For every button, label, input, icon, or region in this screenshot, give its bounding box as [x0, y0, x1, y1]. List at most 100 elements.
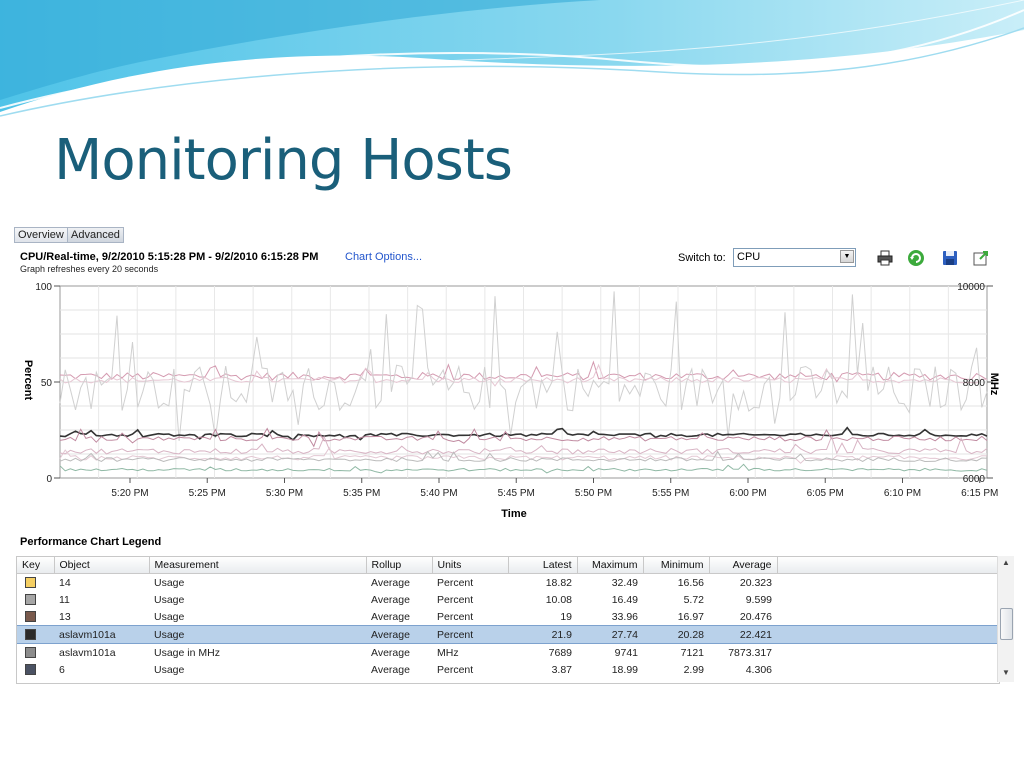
legend-cell-maximum: 27.74: [577, 625, 643, 644]
export-icon[interactable]: [972, 249, 990, 267]
column-header[interactable]: Key: [17, 557, 55, 574]
legend-cell-measurement: Usage: [149, 625, 366, 644]
save-icon[interactable]: [941, 249, 959, 267]
legend-cell-latest: 3.87: [551, 663, 572, 676]
printer-icon[interactable]: [876, 249, 894, 267]
y-tick-label-left: 100: [35, 282, 52, 293]
legend-row[interactable]: 11 Usage Average Percent 10.08 16.49 5.72 9.599: [17, 591, 999, 608]
legend-cell-measurement: Usage: [154, 593, 185, 606]
legend-key-cell: [17, 608, 54, 626]
legend-cell-measurement: Usage: [154, 663, 185, 676]
color-swatch: [25, 594, 36, 606]
tab-overview[interactable]: Overview: [14, 227, 68, 243]
color-swatch: [25, 664, 36, 676]
legend-cell-filler: [777, 608, 999, 626]
legend-row[interactable]: 13 Usage Average Percent 19 33.96 16.97 20.476: [17, 608, 999, 626]
x-tick-label: 5:20 PM: [111, 488, 148, 499]
color-swatch: [25, 647, 36, 659]
legend-cell-minimum: 5.72: [683, 593, 704, 606]
legend-cell-units: Percent: [437, 576, 474, 589]
legend-cell-average: 7873.317: [728, 646, 772, 659]
legend-row[interactable]: 14 Usage Average Percent 18.82 32.49 16.56 20.3…: [17, 574, 999, 592]
scroll-down-icon[interactable]: ▼: [1002, 668, 1010, 677]
column-header[interactable]: Minimum: [643, 557, 710, 574]
x-tick-label: 6:15 PM: [961, 488, 998, 499]
column-header[interactable]: Average: [709, 557, 778, 574]
legend-key-cell: [17, 644, 54, 662]
legend-cell-filler: [777, 574, 999, 592]
x-tick-label: 6:10 PM: [884, 488, 921, 499]
legend-cell-rollup: Average: [371, 576, 410, 589]
switch-to-value: CPU: [737, 251, 761, 263]
performance-line-chart: Percent MHz Time 100 50 0 10000 8000 6000 5:20…: [22, 282, 1000, 520]
legend-cell-average: 20.476: [739, 610, 772, 623]
legend-cell-minimum: 20.28: [643, 625, 709, 644]
series-line: [59, 463, 988, 474]
y-tick-label-right: 6000: [963, 474, 986, 485]
tab-advanced[interactable]: Advanced: [67, 227, 124, 243]
x-tick-label: 5:55 PM: [652, 488, 689, 499]
legend-cell-rollup: Average: [366, 625, 432, 644]
legend-scrollbar[interactable]: ▲ ▼: [997, 556, 1014, 682]
legend-cell-minimum: 7121: [680, 646, 704, 659]
legend-row[interactable]: aslavm101a Usage Average Percent 21.9 27.74 20…: [17, 625, 999, 644]
legend-cell-units: Percent: [437, 593, 474, 606]
legend-cell-object: 14: [59, 576, 71, 589]
legend-cell-latest: 19: [560, 610, 572, 623]
legend-cell-latest: 18.82: [545, 576, 572, 589]
legend-cell-measurement: Usage: [154, 610, 185, 623]
legend-cell-maximum: 18.99: [611, 663, 638, 676]
color-swatch: [25, 629, 36, 641]
legend-cell-rollup: Average: [371, 593, 410, 606]
column-header[interactable]: Object: [54, 557, 150, 574]
legend-title: Performance Chart Legend: [20, 536, 162, 548]
column-header[interactable]: Latest: [508, 557, 578, 574]
x-tick-label: 5:30 PM: [266, 488, 303, 499]
legend-cell-latest: 10.08: [545, 593, 572, 606]
legend-key-cell: [17, 625, 54, 644]
legend-cell-maximum: 33.96: [611, 610, 638, 623]
series-line: [59, 360, 988, 383]
refresh-icon[interactable]: [907, 249, 925, 267]
x-tick-label: 5:45 PM: [498, 488, 535, 499]
legend-key-cell: [17, 661, 54, 678]
x-tick-label: 6:00 PM: [729, 488, 766, 499]
legend-cell-latest: 21.9: [508, 625, 577, 644]
chevron-down-icon[interactable]: ▼: [840, 250, 854, 263]
series-line: [59, 450, 988, 463]
x-tick-label: 6:05 PM: [807, 488, 844, 499]
series-line: [59, 426, 988, 441]
column-header[interactable]: Measurement: [149, 557, 367, 574]
scroll-thumb[interactable]: [1000, 608, 1013, 640]
x-tick-label: 5:35 PM: [343, 488, 380, 499]
legend-row[interactable]: 6 Usage Average Percent 3.87 18.99 2.99 4.306: [17, 661, 999, 678]
legend-cell-maximum: 9741: [614, 646, 638, 659]
legend-cell-units: Percent: [437, 663, 474, 676]
column-header[interactable]: Units: [432, 557, 509, 574]
legend-cell-rollup: Average: [371, 663, 410, 676]
y-tick-label-right: 8000: [963, 378, 986, 389]
legend-cell-object: 6: [59, 663, 65, 676]
legend-cell-measurement: Usage in MHz: [154, 646, 220, 659]
legend-cell-units: Percent: [432, 625, 508, 644]
legend-table: Key Object Measurement Rollup Units Late…: [16, 556, 1000, 684]
column-header[interactable]: Maximum: [577, 557, 644, 574]
switch-to-select[interactable]: CPU ▼: [733, 248, 856, 267]
slide-title: Monitoring Hosts: [54, 128, 513, 193]
scroll-up-icon[interactable]: ▲: [1002, 558, 1010, 567]
legend-key-cell: [17, 574, 54, 592]
legend-cell-filler: [777, 644, 999, 662]
y-axis-label-right: MHz: [988, 373, 1000, 396]
chart-options-link[interactable]: Chart Options...: [345, 251, 423, 263]
column-header-filler: [777, 557, 999, 574]
legend-cell-units: Percent: [437, 610, 474, 623]
legend-cell-object: 13: [59, 610, 71, 623]
legend-cell-minimum: 16.97: [677, 610, 704, 623]
legend-cell-measurement: Usage: [154, 576, 185, 589]
legend-cell-maximum: 32.49: [611, 576, 638, 589]
switch-to-label: Switch to:: [678, 252, 726, 264]
legend-row[interactable]: aslavm101a Usage in MHz Average MHz 7689 9741…: [17, 644, 999, 662]
x-tick-label: 5:25 PM: [189, 488, 226, 499]
column-header[interactable]: Rollup: [366, 557, 433, 574]
legend-cell-object: aslavm101a: [59, 646, 116, 659]
